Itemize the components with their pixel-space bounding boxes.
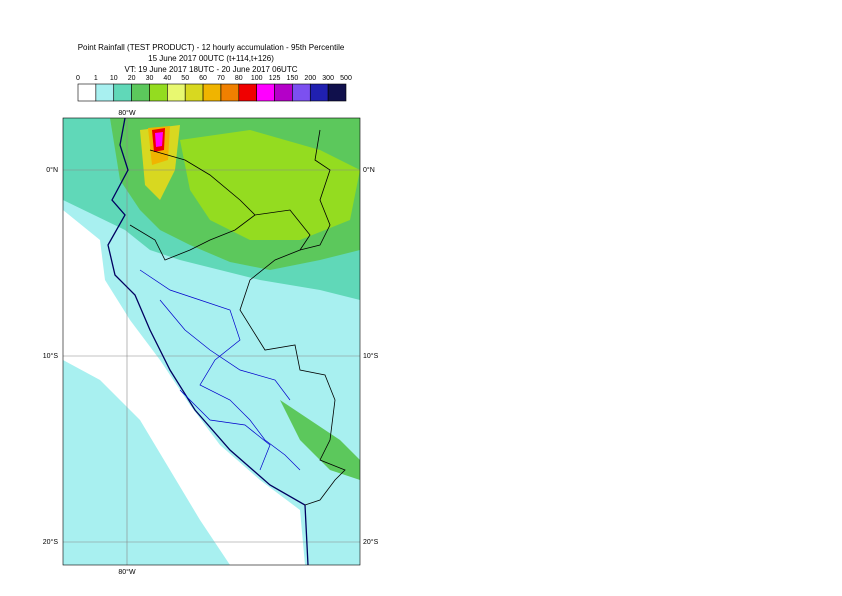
legend-label: 125: [269, 75, 281, 82]
legend-swatch: [131, 83, 150, 102]
legend-label: 80: [235, 75, 243, 82]
base-time: 15 June 2017 00UTC (t+114,t+126): [148, 54, 274, 63]
lat-label: 10°S: [43, 352, 59, 360]
legend-label: 300: [322, 75, 334, 82]
legend-label: 40: [163, 75, 171, 82]
legend-swatch: [95, 83, 115, 102]
lon-label: 80°W: [118, 109, 136, 117]
lat-label: 0°N: [46, 166, 58, 174]
legend-label: 1: [94, 75, 98, 82]
legend-label: 10: [110, 75, 118, 82]
legend-swatch: [256, 83, 275, 102]
lat-label: 0°N: [363, 166, 375, 174]
lat-label: 10°S: [363, 352, 379, 360]
legend: 0 1 10 20 30 40 50 60 70 80 100 125 150 200 300 500: [76, 75, 352, 102]
legend-swatch: [274, 83, 293, 102]
lat-label: 20°S: [363, 538, 379, 546]
legend-swatch: [184, 83, 204, 102]
legend-label: 60: [199, 75, 207, 82]
legend-swatch: [327, 83, 347, 102]
legend-label: 500: [340, 75, 352, 82]
legend-label: 100: [251, 75, 263, 82]
legend-swatch: [220, 83, 240, 102]
lon-label: 80°W: [118, 568, 136, 576]
legend-label: 0: [76, 75, 80, 82]
map: [63, 118, 360, 565]
legend-label: 20: [128, 75, 136, 82]
legend-swatch: [113, 83, 132, 102]
legend-label: 150: [287, 75, 299, 82]
lat-label: 20°S: [43, 538, 59, 546]
legend-label: 30: [146, 75, 154, 82]
legend-swatch: [309, 83, 329, 102]
legend-swatch: [77, 83, 97, 102]
legend-swatch: [238, 83, 257, 102]
legend-swatch: [292, 83, 311, 102]
legend-swatch: [149, 83, 168, 102]
valid-time: VT: 19 June 2017 18UTC - 20 June 2017 06…: [125, 65, 298, 74]
title: Point Rainfall (TEST PRODUCT) - 12 hourl…: [78, 43, 345, 52]
map-frame: [62, 117, 361, 566]
legend-swatch: [202, 83, 222, 102]
legend-label: 50: [181, 75, 189, 82]
legend-swatch: [167, 83, 186, 102]
legend-label: 200: [304, 75, 316, 82]
legend-label: 70: [217, 75, 225, 82]
